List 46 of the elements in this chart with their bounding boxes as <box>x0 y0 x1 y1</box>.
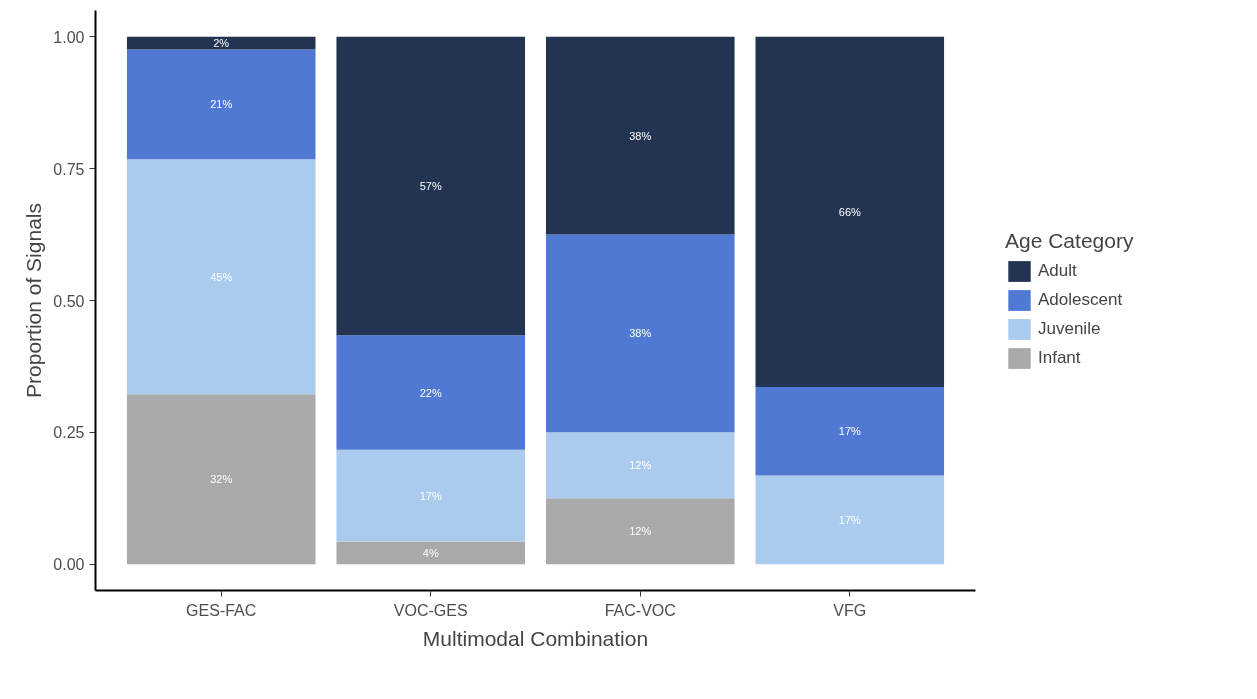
data-label: 2% <box>213 37 230 50</box>
data-label: 57% <box>419 180 442 193</box>
y-tick-label: 0.50 <box>53 292 85 310</box>
data-label: 17% <box>419 489 442 502</box>
legend-label: Infant <box>1038 347 1081 369</box>
data-label: 32% <box>210 473 233 486</box>
y-tick-label: 0.00 <box>53 556 85 574</box>
x-tick-label: VOC-GES <box>393 601 468 619</box>
data-label: 66% <box>838 205 862 218</box>
bar <box>336 449 526 542</box>
data-label: 21% <box>210 98 233 111</box>
bar <box>755 475 945 565</box>
x-axis-title: Multimodal Combination <box>422 626 649 650</box>
legend-label: Juvenile <box>1038 318 1101 340</box>
data-label: 17% <box>838 425 862 438</box>
bar <box>126 159 316 395</box>
bar <box>336 36 526 336</box>
bar <box>545 36 735 235</box>
legend-label: Adolescent <box>1038 289 1123 311</box>
y-tick-label: 1.00 <box>53 28 85 46</box>
x-tick-label: VFG <box>833 601 867 619</box>
data-label: 12% <box>629 525 652 538</box>
bar <box>126 394 316 565</box>
data-label: 4% <box>422 546 439 559</box>
legend-title: Age Category <box>1005 229 1134 253</box>
data-label: 17% <box>838 513 862 526</box>
data-label: 12% <box>629 459 652 472</box>
bar <box>545 234 735 433</box>
bar <box>545 432 735 499</box>
bar <box>126 49 316 160</box>
x-tick-label: FAC-VOC <box>604 601 676 619</box>
data-label: 38% <box>629 327 652 340</box>
y-tick-label: 0.75 <box>53 160 85 178</box>
bar <box>336 335 526 450</box>
y-tick-label: 0.25 <box>53 424 85 442</box>
data-label: 45% <box>210 270 233 283</box>
data-label: 38% <box>629 129 652 142</box>
y-axis-title: Proportion of Signals <box>22 203 46 398</box>
x-tick-label: GES-FAC <box>186 601 257 619</box>
data-label: 22% <box>419 386 442 399</box>
bar <box>545 498 735 565</box>
legend-label: Adult <box>1038 260 1077 282</box>
bar <box>126 36 316 50</box>
bar <box>755 386 945 476</box>
bar <box>336 541 526 565</box>
bar <box>755 36 945 387</box>
